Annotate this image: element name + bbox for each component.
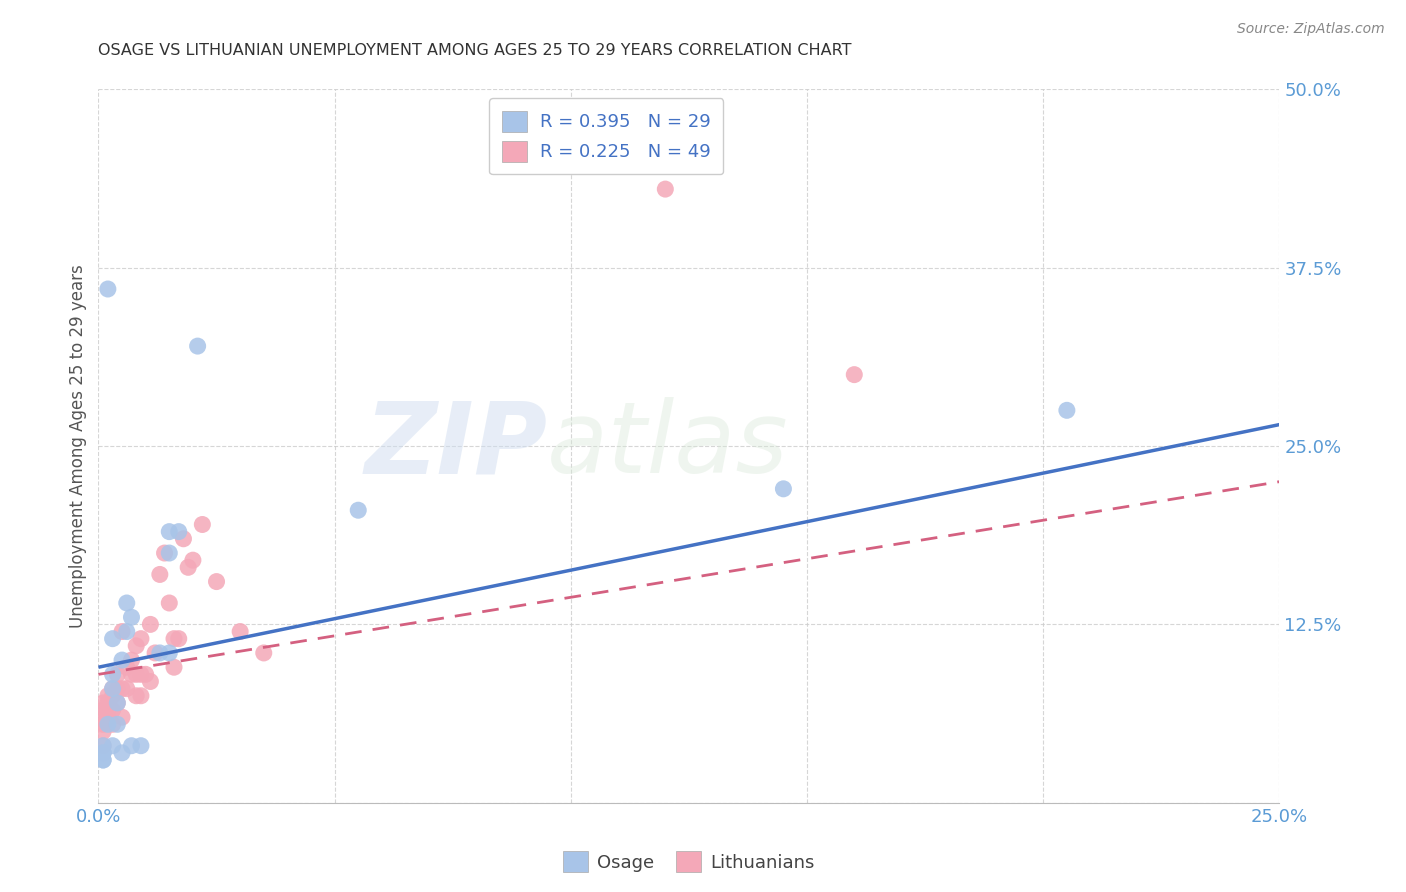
Point: [121, 610, 143, 624]
Point: [229, 624, 252, 639]
Point: [157, 596, 180, 610]
Point: [157, 524, 180, 539]
Point: [111, 653, 134, 667]
Y-axis label: Unemployment Among Ages 25 to 29 years: Unemployment Among Ages 25 to 29 years: [69, 264, 87, 628]
Point: [125, 639, 148, 653]
Point: [97, 282, 120, 296]
Point: [347, 503, 370, 517]
Point: [129, 667, 152, 681]
Point: [101, 667, 124, 681]
Point: [105, 667, 128, 681]
Point: [253, 646, 276, 660]
Point: [97, 710, 120, 724]
Point: [115, 596, 138, 610]
Point: [111, 681, 134, 696]
Point: [97, 717, 120, 731]
Point: [121, 667, 143, 681]
Point: [115, 624, 138, 639]
Point: [111, 624, 134, 639]
Point: [172, 532, 194, 546]
Point: [91, 717, 114, 731]
Point: [157, 546, 180, 560]
Point: [105, 717, 128, 731]
Point: [149, 646, 172, 660]
Point: [167, 524, 190, 539]
Point: [101, 689, 124, 703]
Point: [121, 653, 143, 667]
Point: [101, 703, 124, 717]
Point: [129, 632, 152, 646]
Point: [205, 574, 228, 589]
Point: [149, 567, 172, 582]
Point: [121, 739, 143, 753]
Point: [163, 660, 186, 674]
Point: [105, 681, 128, 696]
Point: [91, 753, 114, 767]
Point: [157, 646, 180, 660]
Legend: Osage, Lithuanians: Osage, Lithuanians: [555, 844, 823, 880]
Point: [153, 546, 176, 560]
Point: [167, 632, 190, 646]
Text: atlas: atlas: [547, 398, 789, 494]
Point: [105, 696, 128, 710]
Point: [125, 667, 148, 681]
Point: [1056, 403, 1078, 417]
Point: [101, 632, 124, 646]
Point: [181, 553, 204, 567]
Point: [111, 710, 134, 724]
Point: [91, 710, 114, 724]
Point: [91, 739, 114, 753]
Point: [654, 182, 676, 196]
Point: [125, 689, 148, 703]
Point: [101, 717, 124, 731]
Point: [139, 674, 162, 689]
Point: [91, 696, 114, 710]
Point: [111, 746, 134, 760]
Point: [101, 739, 124, 753]
Point: [143, 646, 166, 660]
Point: [163, 632, 186, 646]
Text: Source: ZipAtlas.com: Source: ZipAtlas.com: [1237, 22, 1385, 37]
Point: [115, 681, 138, 696]
Point: [105, 696, 128, 710]
Point: [91, 746, 114, 760]
Point: [91, 746, 114, 760]
Point: [101, 681, 124, 696]
Point: [191, 517, 214, 532]
Point: [97, 703, 120, 717]
Point: [129, 689, 152, 703]
Point: [101, 681, 124, 696]
Point: [129, 739, 152, 753]
Point: [91, 703, 114, 717]
Point: [115, 660, 138, 674]
Point: [772, 482, 794, 496]
Point: [135, 667, 157, 681]
Point: [91, 753, 114, 767]
Point: [187, 339, 209, 353]
Point: [844, 368, 866, 382]
Point: [91, 724, 114, 739]
Point: [97, 696, 120, 710]
Point: [91, 739, 114, 753]
Point: [177, 560, 200, 574]
Text: OSAGE VS LITHUANIAN UNEMPLOYMENT AMONG AGES 25 TO 29 YEARS CORRELATION CHART: OSAGE VS LITHUANIAN UNEMPLOYMENT AMONG A…: [98, 43, 852, 58]
Text: ZIP: ZIP: [364, 398, 547, 494]
Point: [139, 617, 162, 632]
Point: [97, 689, 120, 703]
